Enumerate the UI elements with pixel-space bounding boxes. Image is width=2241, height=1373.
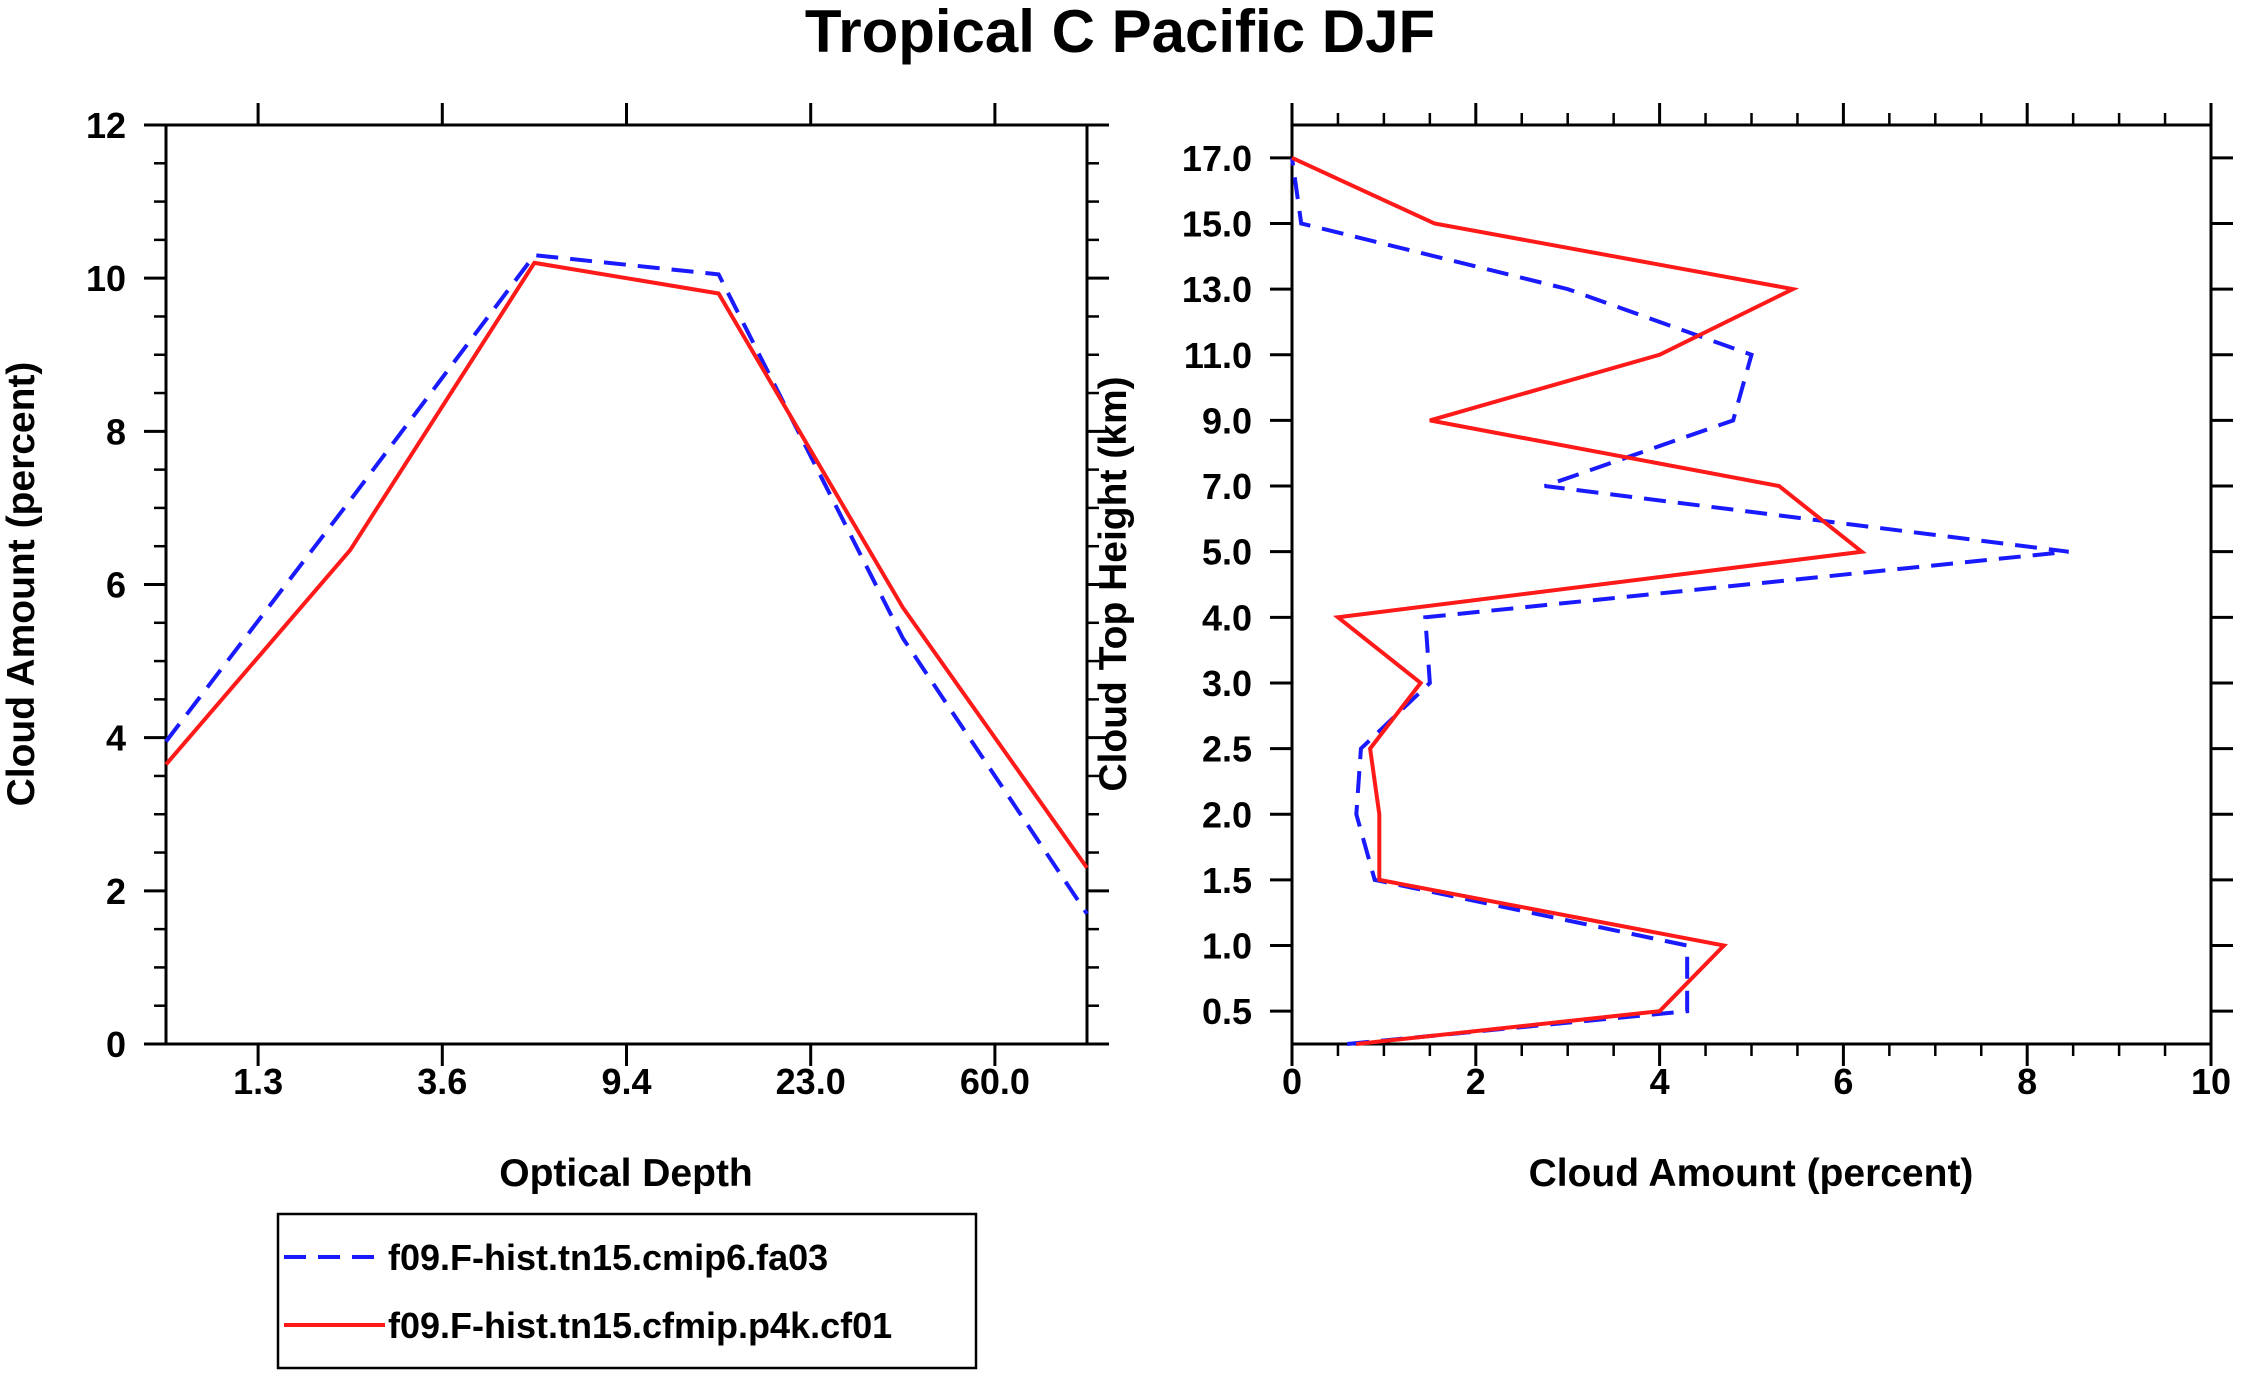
panel2-ylabel: Cloud Top Height (km) [1092, 376, 1135, 791]
panel2-series-line-0 [1290, 157, 2069, 1046]
panel2-ytick-label: 11.0 [1184, 335, 1252, 376]
figure-title: Tropical C Pacific DJF [805, 0, 1435, 65]
panel2-ytick-label: 7.0 [1202, 466, 1252, 507]
panel1-series-line-0 [164, 253, 1089, 915]
panel1-ytick-label: 8 [106, 411, 126, 452]
legend-box [276, 1212, 978, 1370]
panel1-ylabel: Cloud Amount (percent) [0, 362, 43, 807]
optical-depth-panel: 0 2 4 6 8 10 12 1.3 3.6 9.4 23.0 60.0 Optical Depth… [0, 103, 1109, 1195]
panel2-ytick-label: 13.0 [1182, 269, 1252, 310]
panel1-series-line-1 [164, 260, 1089, 870]
panel2-series [1290, 156, 2069, 1046]
panel1-xtick-label: 9.4 [601, 1061, 651, 1102]
panel2-xtick-label: 2 [1466, 1061, 1486, 1102]
panel1-xtick-label: 1.3 [233, 1061, 283, 1102]
panel2-ytick-label: 0.5 [1202, 991, 1252, 1032]
panel2-xtick-label: 4 [1650, 1061, 1670, 1102]
panel2-ytick-label: 9.0 [1202, 400, 1252, 441]
panel2-ytick-label: 17.0 [1182, 138, 1252, 179]
panel2-ytick-label: 5.0 [1202, 532, 1252, 573]
panel1-xtick-label: 60.0 [960, 1061, 1030, 1102]
legend: f09.F-hist.tn15.cmip6.fa03 f09.F-hist.tn… [276, 1212, 978, 1370]
panel2-ytick-label: 2.0 [1202, 794, 1252, 835]
panel2-xlabel: Cloud Amount (percent) [1529, 1152, 1974, 1195]
panel1-xtick-label: 23.0 [776, 1061, 846, 1102]
cloud-top-height-panel: 0 2 4 6 8 10 0.5 1.0 1.5 2.0 2.5 3.0 4.0 5.0 7.0 9.0 11.… [1092, 103, 2233, 1195]
legend-label-cf01: f09.F-hist.tn15.cfmip.p4k.cf01 [388, 1305, 892, 1346]
panel2-xtick-label: 8 [2017, 1061, 2037, 1102]
panel2-frame [1290, 123, 2213, 1046]
panel1-xtick-label: 3.6 [417, 1061, 467, 1102]
panel1-ytick-label: 10 [86, 258, 126, 299]
legend-label-fa03: f09.F-hist.tn15.cmip6.fa03 [388, 1237, 828, 1278]
panel2-ytick-label: 2.5 [1202, 729, 1252, 770]
panel2-xtick-label: 10 [2191, 1061, 2231, 1102]
panel2-xtick-label: 0 [1282, 1061, 1302, 1102]
panel1-ytick-label: 6 [106, 565, 126, 606]
panel2-ytick-label: 1.0 [1202, 926, 1252, 967]
panel1-xlabel: Optical Depth [499, 1152, 753, 1195]
panel2-ytick-label: 15.0 [1182, 203, 1252, 244]
panel1-ytick-label: 4 [106, 718, 126, 759]
panel1-ytick-label: 0 [106, 1024, 126, 1065]
panel2-ticks: 0 2 4 6 8 10 0.5 1.0 1.5 2.0 2.5 3.0 4.0 5.0 7.0 9.0 11.… [1182, 103, 2233, 1102]
panel2-ytick-label: 3.0 [1202, 663, 1252, 704]
panel1-series [164, 253, 1089, 915]
panel2-ytick-label: 1.5 [1202, 860, 1252, 901]
panel1-ytick-label: 12 [86, 105, 126, 146]
panel2-xtick-label: 6 [1833, 1061, 1853, 1102]
panel2-series-line-1 [1291, 156, 1867, 1046]
panel1-frame [164, 123, 1089, 1046]
panel2-ytick-label: 4.0 [1202, 597, 1252, 638]
panel1-ytick-label: 2 [106, 871, 126, 912]
panel1-ticks: 0 2 4 6 8 10 12 1.3 3.6 9.4 23.0 60.0 [86, 103, 1109, 1102]
